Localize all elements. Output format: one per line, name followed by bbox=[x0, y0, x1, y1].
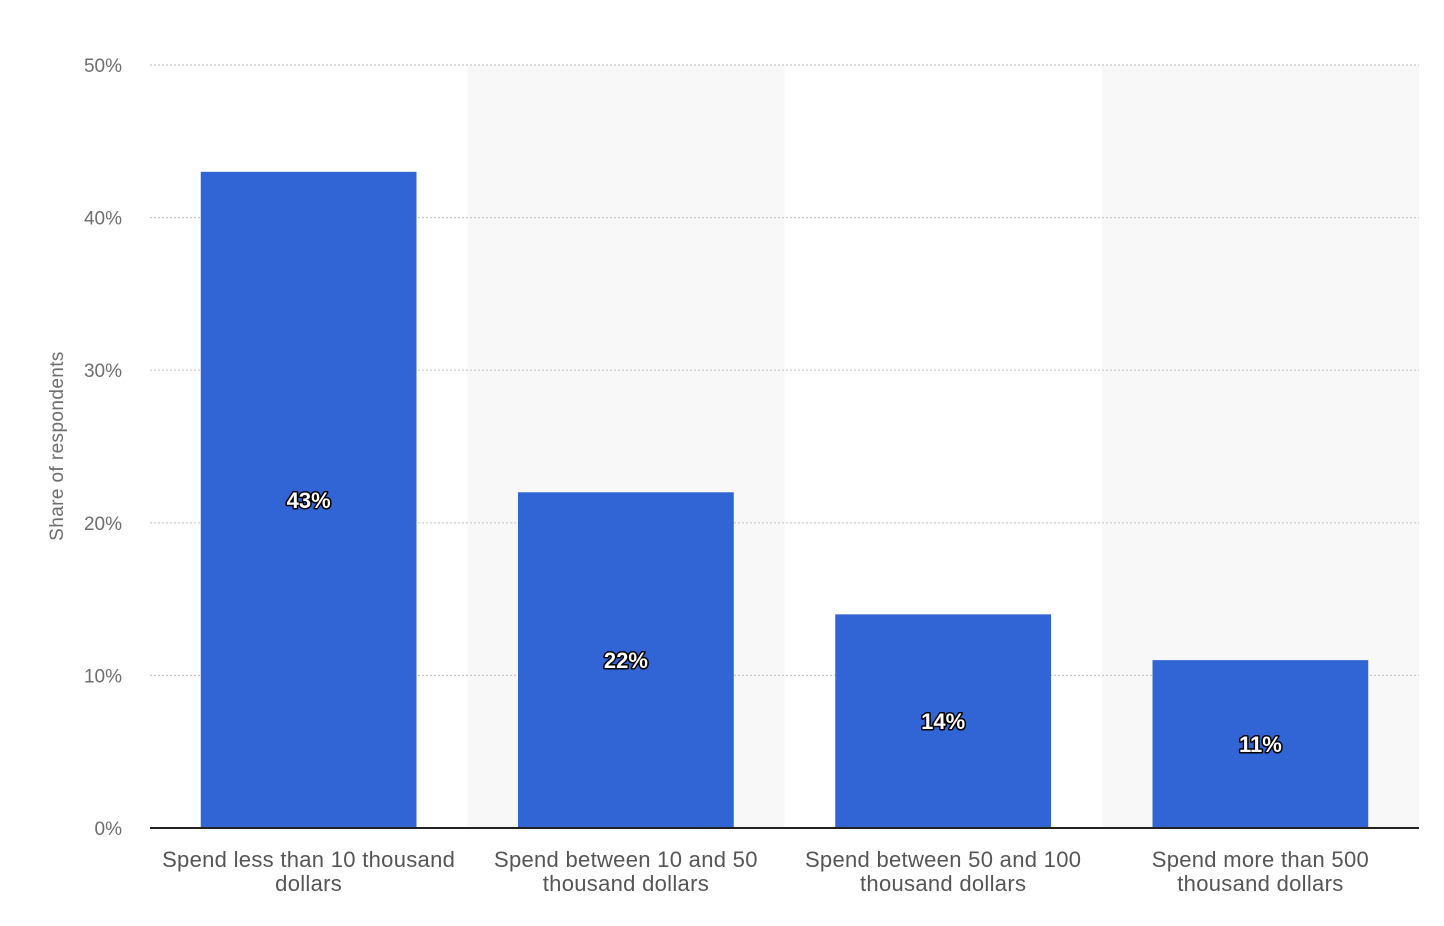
bars bbox=[200, 171, 1369, 828]
y-tick-label: 40% bbox=[84, 209, 122, 230]
y-tick-label: 10% bbox=[84, 666, 122, 687]
data-label-3: 11% bbox=[1239, 732, 1282, 757]
x-tick-label-2: Spend between 50 and 100 thousand dollars bbox=[805, 847, 1081, 896]
y-tick-label: 0% bbox=[95, 819, 123, 840]
data-label-0: 43% bbox=[287, 488, 331, 513]
y-axis-ticks: 0% 10% 20% 30% 40% 50% bbox=[84, 56, 122, 840]
bar-1 bbox=[518, 492, 734, 828]
y-tick-label: 30% bbox=[84, 361, 122, 382]
data-label-1: 22% bbox=[604, 648, 648, 673]
y-axis-title: Share of respondents bbox=[47, 351, 68, 541]
bar-3 bbox=[1152, 660, 1369, 828]
bar-0 bbox=[200, 171, 417, 828]
data-label-2: 14% bbox=[921, 709, 965, 734]
bar-2 bbox=[835, 614, 1051, 828]
x-tick-label-0: Spend less than 10 thousand dollars bbox=[162, 847, 455, 896]
x-tick-label-1: Spend between 10 and 50 thousand dollars bbox=[494, 847, 758, 896]
y-tick-label: 50% bbox=[84, 56, 122, 77]
y-tick-label: 20% bbox=[84, 514, 122, 535]
x-tick-label-3: Spend more than 500 thousand dollars bbox=[1152, 847, 1369, 896]
x-axis-labels: Spend less than 10 thousand dollars Spend … bbox=[162, 847, 1369, 896]
data-labels: 43% 22% 14% 11% bbox=[285, 486, 1283, 758]
